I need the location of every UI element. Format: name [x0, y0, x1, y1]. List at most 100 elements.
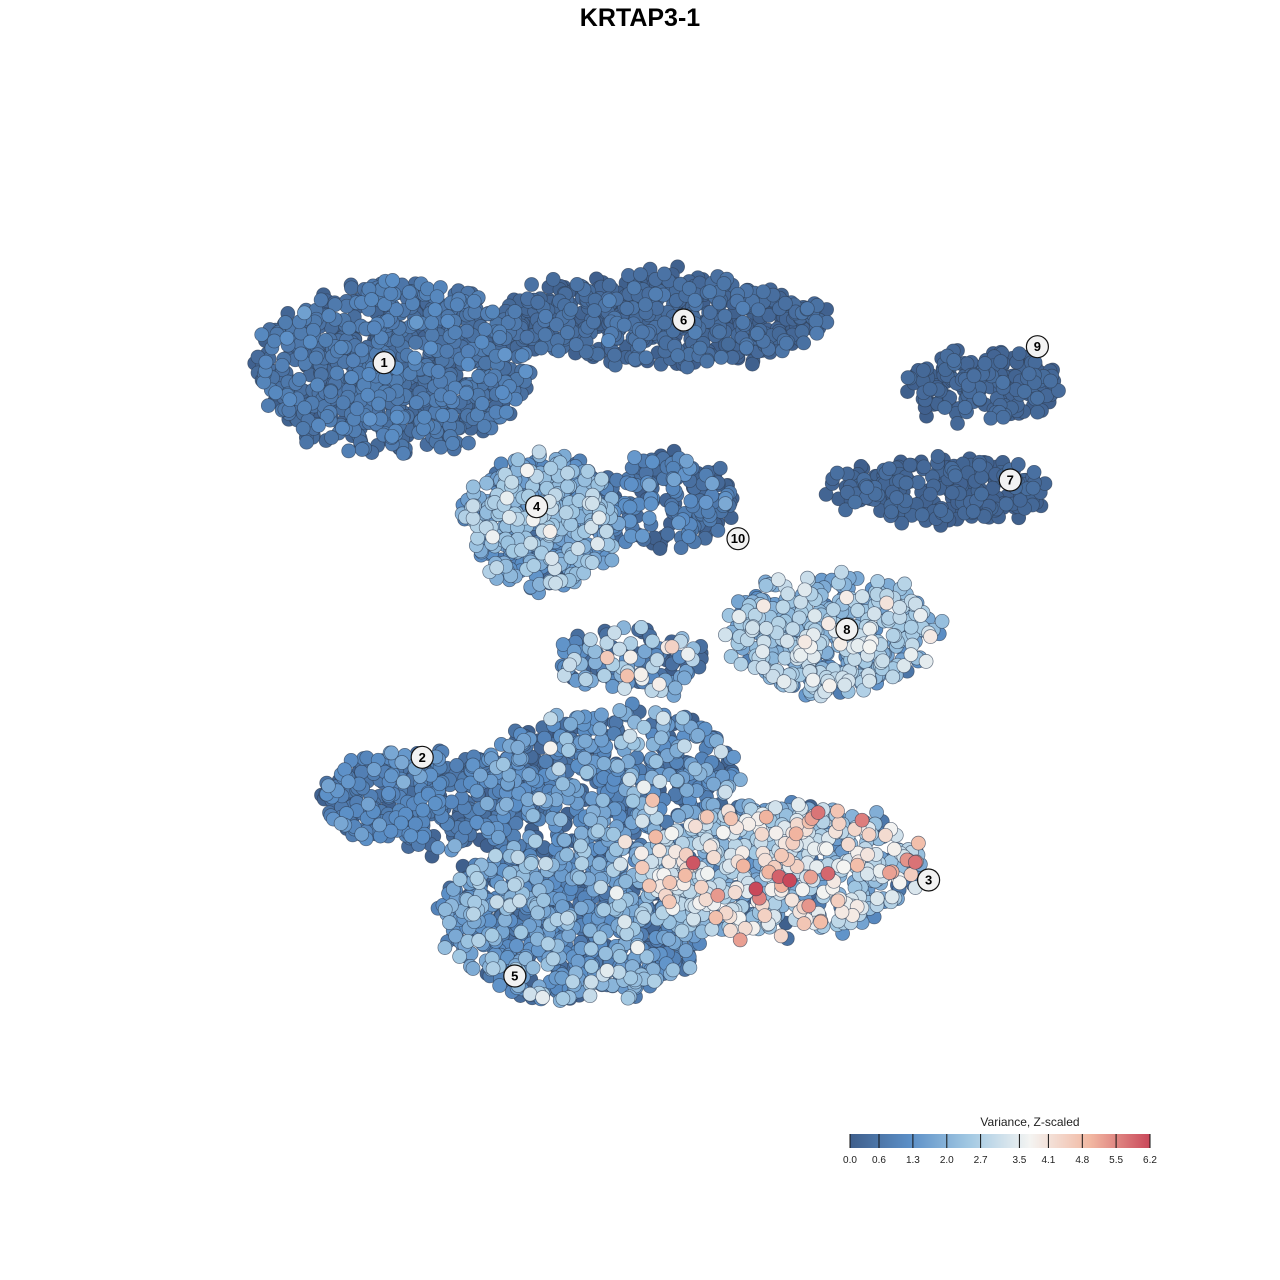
cell-point	[407, 350, 423, 366]
cell-point	[340, 774, 356, 790]
cell-point	[491, 829, 506, 845]
cell-point	[596, 756, 612, 771]
cell-point	[344, 280, 359, 296]
cell-point	[538, 309, 553, 324]
cell-point	[569, 277, 585, 292]
cell-point	[712, 324, 727, 340]
cell-point	[297, 400, 312, 416]
cell-point	[671, 515, 687, 531]
cell-point	[607, 347, 622, 363]
cell-point	[592, 721, 608, 737]
cell-point	[439, 343, 455, 359]
cell-point	[683, 493, 699, 509]
cell-point	[360, 387, 376, 403]
cell-point	[666, 472, 682, 487]
cell-point	[678, 943, 694, 959]
cell-point	[408, 335, 423, 350]
cell-point	[492, 330, 508, 345]
cell-point	[974, 486, 989, 502]
cell-point	[333, 816, 349, 831]
cell-point	[297, 305, 312, 321]
cell-point	[494, 385, 510, 400]
cell-point	[519, 329, 535, 345]
cell-point	[577, 750, 592, 766]
cell-point	[427, 796, 443, 811]
cell-point	[687, 761, 703, 777]
cell-point	[396, 774, 411, 790]
cell-point	[466, 293, 482, 309]
cell-point	[966, 368, 982, 384]
cell-point	[274, 357, 290, 373]
cell-point	[594, 707, 609, 723]
cell-point	[669, 773, 685, 788]
cell-point	[302, 334, 318, 350]
cell-point	[643, 496, 659, 512]
cell-point	[591, 856, 607, 871]
cell-point	[950, 416, 965, 431]
cell-point	[560, 479, 575, 494]
cell-point	[657, 315, 672, 331]
cell-point	[557, 832, 572, 848]
cell-point	[445, 436, 461, 451]
cell-point	[323, 384, 339, 399]
cell-point	[902, 457, 918, 473]
cell-point	[460, 356, 476, 372]
cell-point	[479, 475, 494, 491]
cell-point	[758, 578, 774, 593]
cell-point	[384, 428, 400, 444]
cell-point	[313, 292, 329, 308]
cell-point	[409, 395, 424, 410]
cell-point	[282, 392, 298, 408]
cell-point	[415, 802, 431, 818]
cell-point	[671, 808, 686, 824]
cell-point	[521, 767, 537, 782]
cell-point	[690, 728, 706, 743]
cell-point	[530, 294, 546, 310]
cell-point	[254, 327, 270, 342]
cell-point	[361, 367, 377, 382]
cell-point	[291, 372, 307, 387]
cell-point	[745, 356, 760, 372]
cell-point	[687, 292, 703, 308]
cell-point	[699, 353, 715, 369]
cell-point	[638, 350, 654, 366]
cell-point	[623, 476, 639, 492]
cell-point	[444, 794, 459, 810]
cell-point	[449, 297, 465, 313]
cell-point	[610, 758, 626, 774]
cell-point	[704, 476, 720, 491]
cell-point	[299, 434, 314, 450]
cell-point	[665, 962, 681, 978]
cell-point	[465, 479, 481, 495]
cell-point	[310, 377, 325, 393]
cell-point	[479, 796, 495, 811]
cell-point	[563, 301, 579, 317]
cell-point	[524, 277, 539, 292]
cell-point	[627, 450, 642, 465]
cell-point	[1043, 373, 1058, 389]
cell-point	[612, 703, 628, 718]
cell-point	[914, 507, 930, 523]
cell-point	[653, 730, 669, 746]
cell-point	[829, 465, 845, 481]
cell-point	[922, 381, 938, 397]
cell-point	[258, 354, 274, 370]
cell-point	[947, 468, 963, 484]
cell-point	[545, 271, 561, 287]
cell-point	[561, 928, 577, 943]
cell-point	[682, 960, 698, 976]
cell-point	[641, 477, 657, 493]
cell-point	[983, 410, 999, 426]
cell-point	[934, 613, 950, 629]
chart-title: KRTAP3-1	[580, 4, 700, 32]
cell-point	[364, 292, 379, 307]
cell-point	[525, 960, 541, 976]
cell-point	[633, 267, 648, 282]
cell-point	[916, 459, 932, 475]
cell-point	[847, 494, 863, 510]
cell-point	[427, 302, 443, 318]
cell-point	[946, 353, 962, 368]
cell-point	[430, 840, 446, 856]
cell-point	[656, 266, 672, 282]
